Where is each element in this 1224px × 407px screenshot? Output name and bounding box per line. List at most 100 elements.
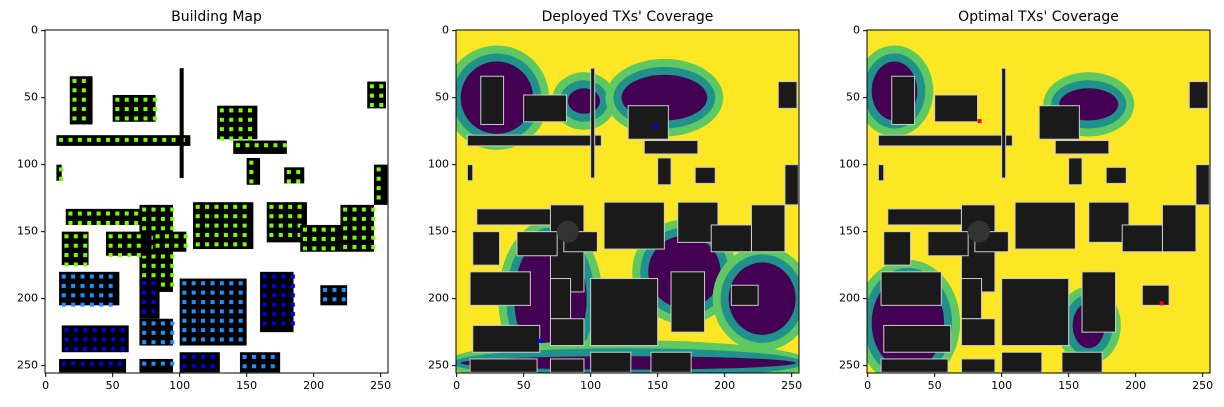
transmitter	[977, 119, 982, 124]
antenna-dot	[302, 227, 307, 232]
antenna-dot	[376, 186, 381, 191]
antenna-dot	[182, 328, 187, 333]
antenna-dot	[64, 337, 69, 342]
antenna-dot	[155, 234, 160, 239]
antenna-dot	[80, 293, 85, 298]
antenna-dot	[160, 226, 165, 231]
antenna-dot	[59, 176, 64, 181]
antenna-dot	[262, 274, 267, 279]
antenna-dot	[201, 290, 206, 295]
building	[549, 318, 585, 347]
y-tick-label: 200	[839, 292, 860, 305]
building	[179, 68, 184, 179]
building	[472, 324, 541, 353]
antenna-dot	[247, 117, 253, 122]
antenna-dot	[151, 226, 156, 231]
y-tick-label: 250	[428, 359, 449, 372]
antenna-dot	[233, 242, 238, 247]
antenna-dot	[118, 243, 123, 248]
antenna-dot	[278, 214, 283, 219]
antenna-dot	[269, 232, 274, 238]
y-tick-label: 250	[839, 359, 860, 372]
antenna-dot	[108, 234, 113, 239]
antenna-dot	[262, 312, 267, 317]
antenna-dot	[160, 273, 165, 278]
building	[627, 105, 669, 140]
antenna-dot	[371, 245, 376, 250]
building	[1014, 201, 1076, 250]
antenna-dot	[376, 195, 381, 200]
antenna-dot	[379, 93, 384, 98]
transmitter	[537, 338, 542, 343]
antenna-dot	[108, 274, 113, 279]
antenna-dot	[73, 253, 78, 258]
antenna-dot	[71, 293, 76, 298]
antenna-dot	[77, 137, 82, 142]
antenna-dot	[290, 283, 295, 288]
antenna-dot	[379, 84, 384, 89]
building	[523, 94, 568, 123]
antenna-dot	[143, 137, 148, 142]
antenna-dot	[170, 273, 175, 278]
antenna-dot	[191, 364, 196, 369]
antenna-dot	[312, 227, 317, 232]
building	[239, 352, 281, 373]
antenna-dot	[182, 337, 187, 342]
antenna-dot	[142, 226, 147, 231]
antenna-dot	[270, 354, 275, 359]
antenna-dot	[68, 211, 73, 216]
antenna-dot	[238, 309, 243, 314]
antenna-dot	[89, 293, 94, 298]
antenna-dot	[81, 88, 86, 93]
antenna-dot	[273, 143, 278, 148]
antenna-dot	[249, 160, 254, 165]
antenna-dot	[201, 309, 206, 314]
antenna-dot	[170, 226, 175, 231]
antenna-dot	[223, 223, 228, 228]
antenna-dot	[238, 318, 243, 323]
antenna-dot	[101, 346, 106, 351]
antenna-dot	[233, 223, 238, 228]
antenna-dot	[80, 302, 85, 307]
antenna-dot	[376, 167, 381, 172]
antenna-dot	[201, 299, 206, 304]
antenna-dot	[170, 340, 175, 345]
building	[1001, 67, 1007, 179]
antenna-dot	[151, 309, 156, 314]
antenna-dot	[242, 232, 247, 238]
antenna-dot	[81, 116, 86, 121]
antenna-dot	[210, 309, 215, 314]
building	[480, 75, 505, 125]
antenna-dot	[151, 254, 156, 259]
x-tick-label: 200	[303, 379, 324, 392]
building	[1195, 164, 1210, 206]
antenna-dot	[108, 243, 113, 248]
antenna-dot	[111, 346, 116, 351]
building	[469, 271, 531, 306]
antenna-dot	[331, 227, 336, 232]
antenna-dot	[278, 204, 283, 209]
building	[883, 324, 952, 353]
antenna-dot	[281, 312, 286, 317]
x-tick-label: 250	[1192, 379, 1213, 392]
antenna-dot	[341, 297, 346, 302]
antenna-dot	[170, 361, 175, 366]
antenna-dot	[71, 274, 76, 279]
antenna-dot	[219, 299, 224, 304]
antenna-dot	[361, 226, 366, 231]
antenna-dot	[332, 287, 337, 292]
antenna-dot	[323, 287, 328, 292]
building	[56, 135, 191, 146]
antenna-dot	[61, 283, 66, 288]
round-structure	[967, 220, 990, 243]
antenna-dot	[223, 232, 228, 238]
antenna-dot	[245, 143, 250, 148]
antenna-dot	[352, 235, 357, 240]
antenna-dot	[143, 97, 148, 102]
antenna-dot	[64, 346, 69, 351]
antenna-dot	[201, 328, 206, 333]
building	[1001, 351, 1043, 373]
antenna-dot	[242, 354, 247, 359]
antenna-dot	[229, 117, 234, 122]
